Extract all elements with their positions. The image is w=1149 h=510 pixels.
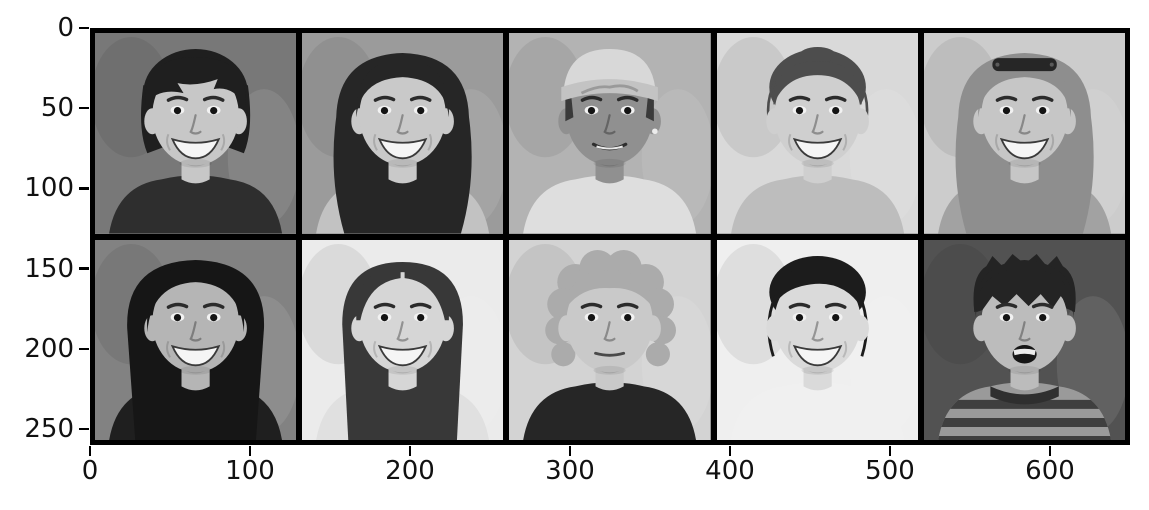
face-photo-2 [302, 33, 504, 234]
x-tick-mark [248, 446, 252, 456]
face-photo-3 [509, 33, 711, 234]
face-photo-10 [923, 239, 1125, 440]
x-tick-label: 100 [225, 456, 275, 486]
x-tick-mark [888, 446, 892, 456]
y-tick-mark [79, 347, 89, 350]
x-tick-mark [568, 446, 572, 456]
y-tick-label: 250 [24, 413, 74, 444]
y-tick-label: 150 [24, 253, 74, 284]
x-tick-label: 0 [81, 456, 99, 486]
x-tick-label: 200 [385, 456, 435, 486]
y-tick-mark [79, 106, 89, 110]
y-tick-mark [79, 187, 89, 190]
y-tick-label: 0 [57, 13, 74, 43]
face-image-grid [90, 28, 1130, 445]
y-tick-label: 100 [24, 173, 74, 204]
y-tick-mark [79, 26, 89, 30]
face-photo-7 [302, 239, 504, 440]
face-photo-8 [509, 239, 711, 440]
face-photo-6 [95, 239, 297, 440]
face-photo-1 [95, 33, 297, 234]
y-tick-label: 200 [24, 333, 74, 364]
y-tick-mark [79, 267, 89, 270]
x-tick-mark [1048, 446, 1052, 456]
x-tick-label: 300 [545, 456, 595, 486]
face-photo-4 [716, 33, 918, 234]
x-tick-mark [408, 446, 412, 456]
y-tick-label: 50 [40, 93, 74, 124]
x-tick-label: 500 [865, 456, 915, 486]
x-tick-label: 400 [705, 456, 755, 486]
face-photo-9 [716, 239, 918, 440]
y-tick-mark [79, 427, 89, 431]
x-tick-mark [88, 446, 92, 456]
x-tick-label: 600 [1025, 456, 1075, 486]
face-photo-5 [923, 33, 1125, 234]
x-tick-mark [728, 446, 732, 456]
